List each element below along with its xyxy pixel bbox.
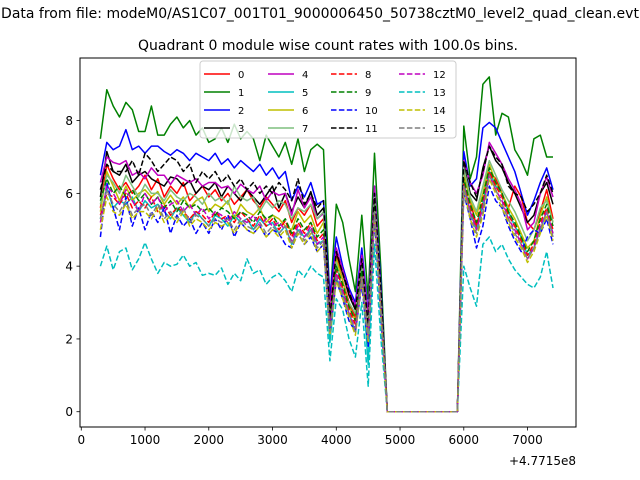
series-line-15 [99, 174, 554, 413]
legend-label-4: 4 [302, 70, 308, 81]
x-tick-label: 6000 [449, 433, 480, 447]
legend-frame [199, 60, 457, 139]
legend-label-6: 6 [302, 106, 308, 117]
x-tick-label: 4000 [321, 433, 352, 447]
series-lines [99, 76, 554, 413]
legend-label-3: 3 [238, 124, 244, 135]
legend-label-8: 8 [365, 70, 371, 81]
y-tick-label: 2 [65, 332, 73, 346]
legend-label-12: 12 [433, 70, 446, 81]
legend-label-13: 13 [433, 88, 446, 99]
x-tick-label: 0 [77, 433, 85, 447]
chart-title: Quadrant 0 module wise count rates with … [138, 38, 518, 54]
x-axis-offset-label: +4.7715e8 [509, 454, 576, 468]
x-tick-label: 3000 [257, 433, 288, 447]
series-line-11 [99, 145, 554, 413]
legend-label-11: 11 [365, 124, 378, 135]
legend-label-9: 9 [365, 88, 371, 99]
legend-label-5: 5 [302, 88, 308, 99]
legend-label-1: 1 [238, 88, 244, 99]
y-axis-ticks: 0 2 4 6 8 [65, 114, 80, 419]
legend-label-7: 7 [302, 124, 308, 135]
plot-area-frame [79, 57, 577, 428]
series-line-13 [99, 236, 554, 413]
legend-label-10: 10 [365, 106, 378, 117]
legend-label-2: 2 [238, 106, 244, 117]
legend-label-15: 15 [433, 124, 446, 135]
y-tick-label: 4 [65, 260, 73, 274]
y-tick-label: 0 [65, 405, 73, 419]
legend-label-0: 0 [238, 70, 244, 81]
series-line-1 [99, 76, 553, 413]
x-tick-label: 2000 [194, 433, 225, 447]
x-tick-label: 1000 [130, 433, 161, 447]
figure-suptitle: Data from file: modeM0/AS1C07_001T01_900… [1, 6, 639, 22]
series-line-14 [99, 178, 554, 413]
y-tick-label: 8 [65, 114, 73, 128]
x-tick-label: 5000 [385, 433, 416, 447]
legend-label-14: 14 [433, 106, 446, 117]
x-axis-ticks: 0 1000 2000 3000 4000 5000 6000 7000 [77, 427, 543, 447]
x-tick-label: 7000 [512, 433, 543, 447]
y-tick-label: 6 [65, 187, 73, 201]
